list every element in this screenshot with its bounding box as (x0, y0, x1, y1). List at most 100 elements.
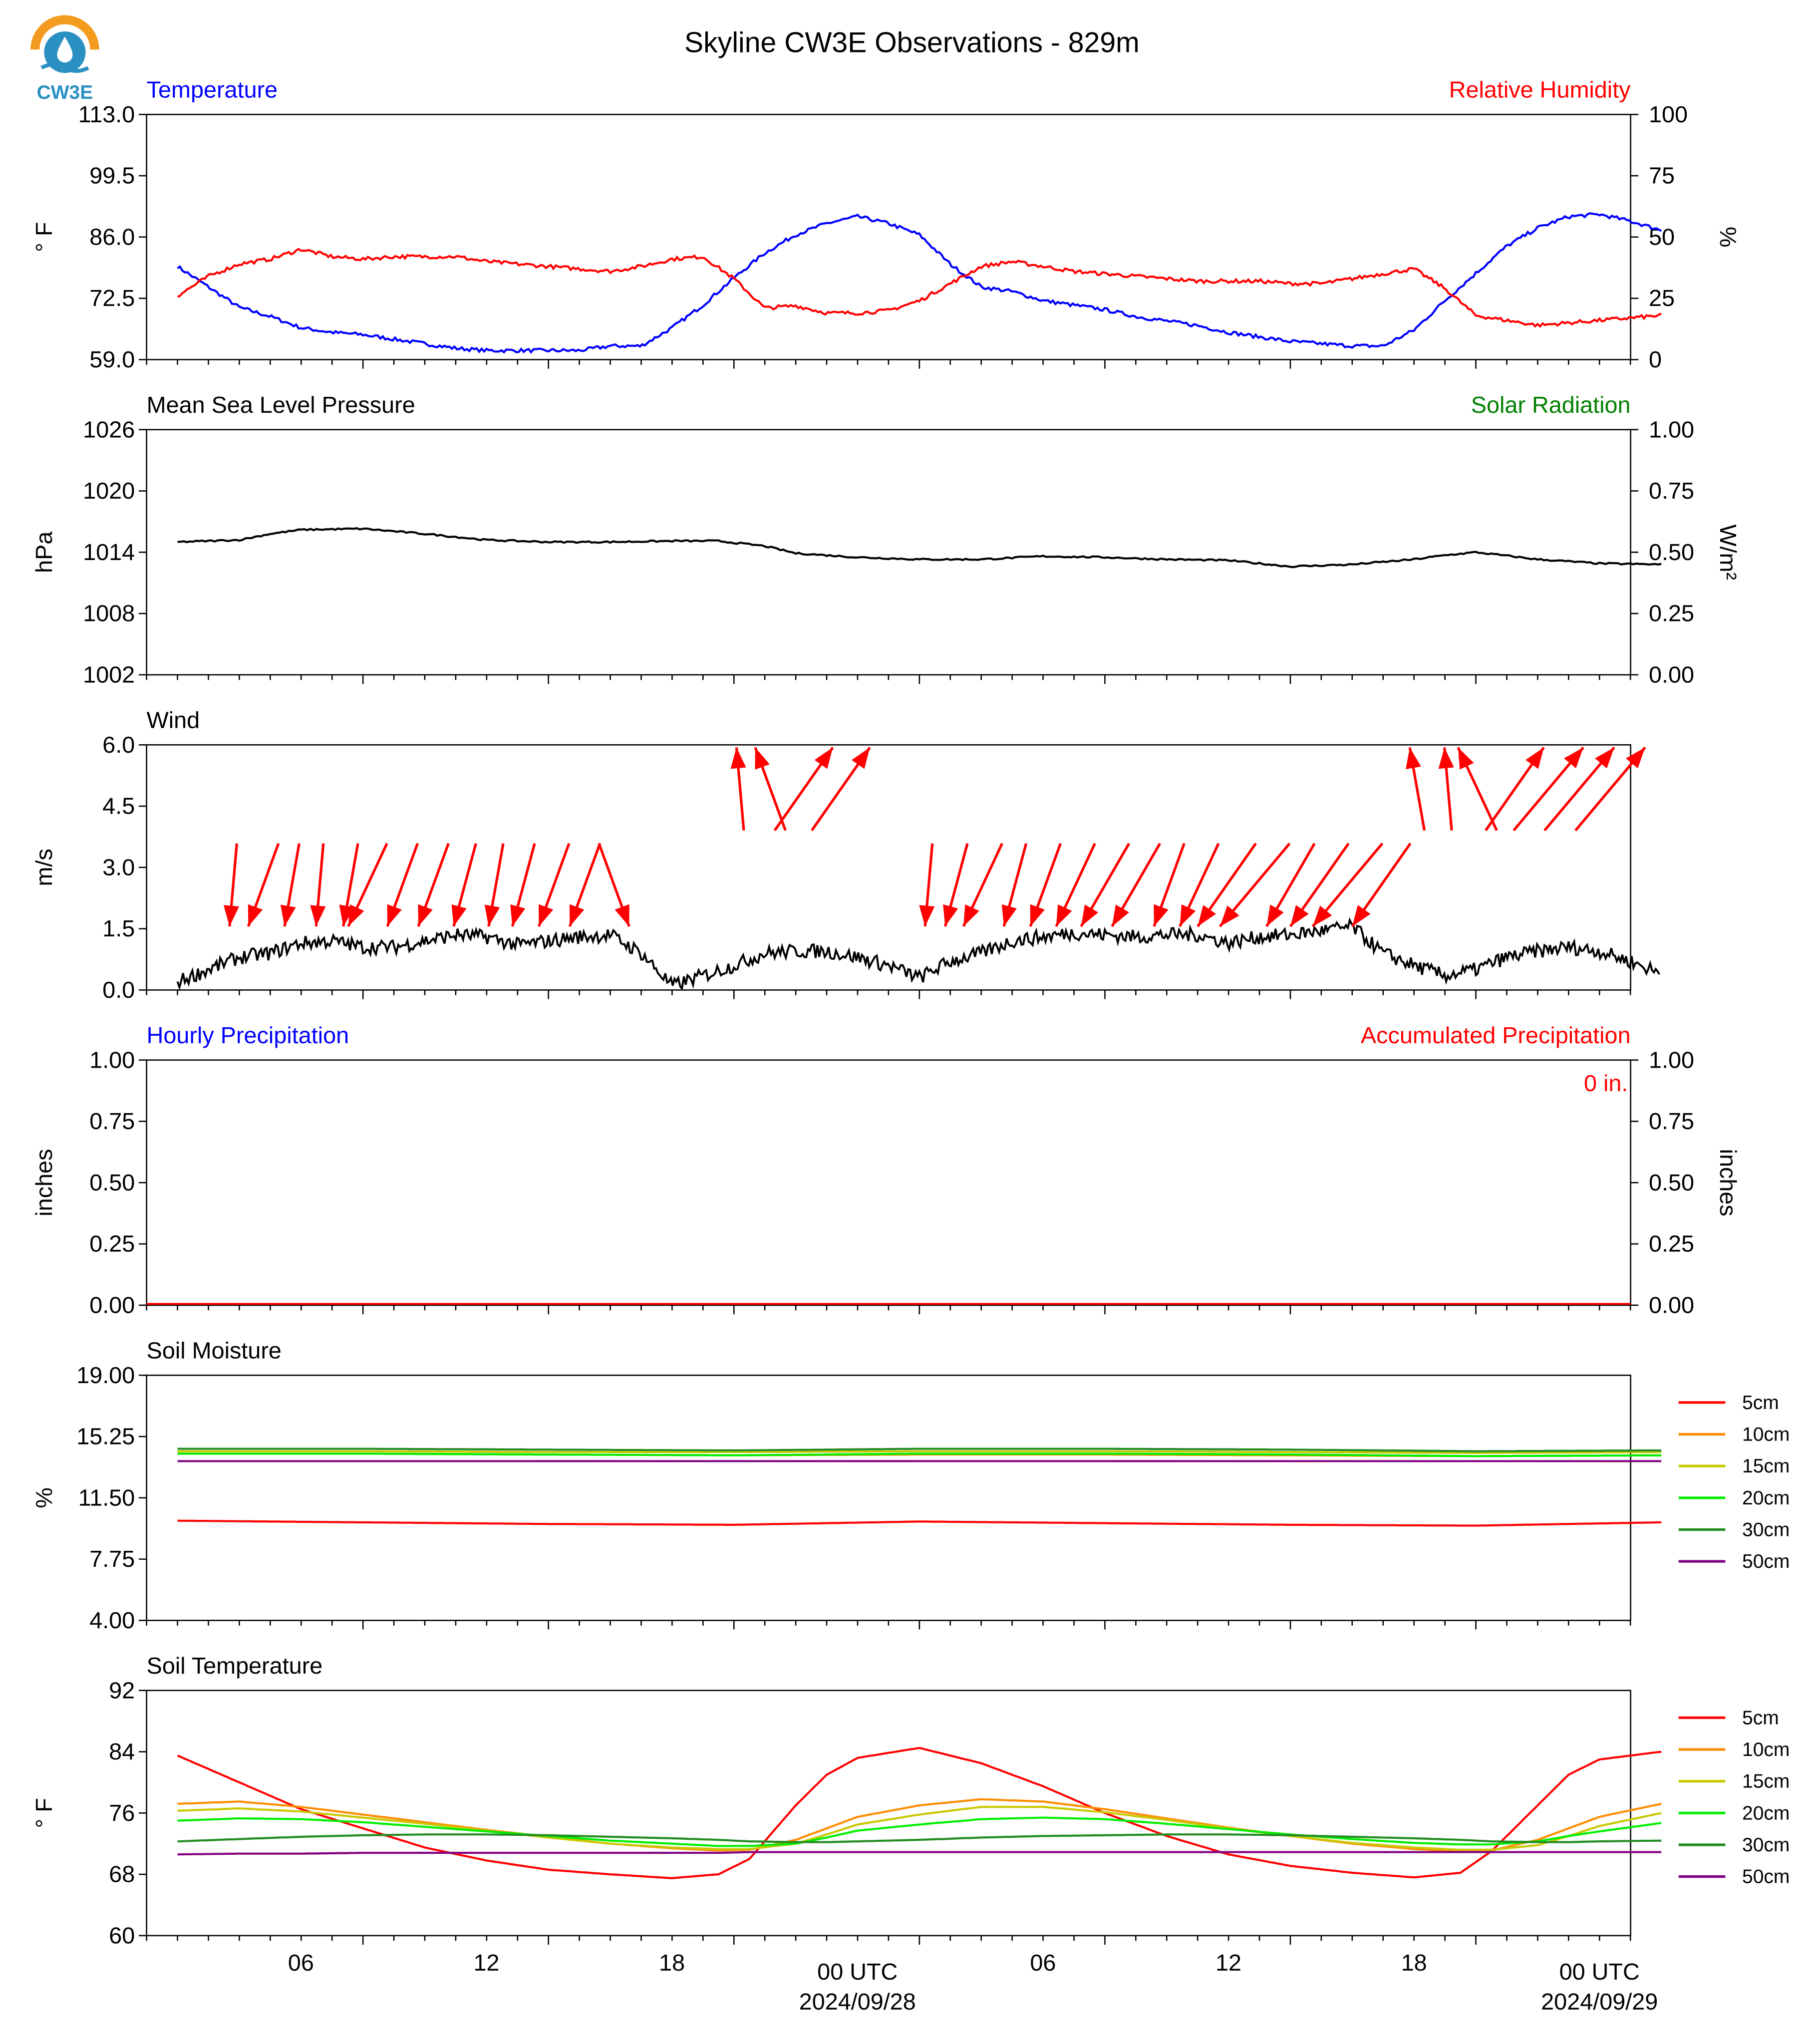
y-tick-label: 19.00 (76, 1362, 135, 1388)
y-right-tick-label: 100 (1649, 101, 1688, 127)
wind-arrow-head (1198, 905, 1216, 927)
temperature-line (177, 212, 1662, 354)
legend-label-15cm: 15cm (1742, 1455, 1790, 1477)
wind-arrow-head (614, 904, 629, 927)
y-tick-label: 0.50 (89, 1169, 135, 1195)
y-axis-label: hPa (31, 531, 57, 573)
soil-line-15cm (177, 1450, 1662, 1454)
legend-label-10cm: 10cm (1742, 1739, 1790, 1760)
x-tick-label: 18 (1401, 1950, 1427, 1976)
wind-arrow-head (852, 747, 870, 769)
y-right-tick-label: 50 (1649, 224, 1675, 250)
legend-label-15cm: 15cm (1742, 1771, 1790, 1792)
pressure-line (177, 527, 1662, 569)
wind-arrow-head (1438, 747, 1454, 769)
y-tick-label: 1.5 (102, 915, 135, 941)
y-tick-label: 1002 (83, 662, 135, 688)
y-tick-label: 4.00 (89, 1607, 135, 1633)
wind-arrow-head (1626, 747, 1645, 769)
wind-arrow-head (1564, 747, 1583, 769)
y-tick-label: 72.5 (89, 285, 135, 311)
wind-arrow-head (1219, 905, 1239, 927)
y-tick-label: 86.0 (89, 224, 135, 250)
y-right-tick-label: 0.50 (1649, 1169, 1694, 1195)
y-tick-label: 1020 (83, 478, 135, 504)
x-tick-label: 06 (288, 1950, 314, 1976)
y-tick-label: 113.0 (78, 101, 135, 127)
logo-sun-ring (30, 15, 99, 50)
wind-arrow-head (1154, 904, 1169, 927)
y-right-tick-label: 1.00 (1649, 1047, 1694, 1073)
soil-line-30cm (177, 1833, 1662, 1843)
y-right-tick-label: 0.50 (1649, 539, 1694, 565)
wind-arrow-head (223, 905, 240, 927)
y-tick-label: 1014 (83, 539, 135, 565)
panel-frame-pressure (146, 429, 1631, 676)
panel-title-right: Solar Radiation (1471, 392, 1631, 418)
y-tick-label: 0.75 (89, 1108, 135, 1134)
soil-line-10cm (177, 1798, 1662, 1853)
x-tick-label: 18 (659, 1950, 685, 1976)
y-right-tick-label: 0.75 (1649, 1108, 1694, 1134)
y-right-tick-label: 0.00 (1649, 662, 1694, 688)
legend-label-5cm: 5cm (1742, 1707, 1779, 1729)
panel-title: Soil Moisture (147, 1337, 282, 1363)
figure-title: Skyline CW3E Observations - 829m (684, 27, 1140, 59)
wind-arrow-head (943, 904, 958, 927)
wind-arrow-head (1290, 905, 1309, 927)
panel-frame-soil_moisture (146, 1374, 1631, 1621)
x-tick-label: 06 (1030, 1950, 1056, 1976)
x-date-label: 2024/09/29 (1541, 1989, 1658, 2015)
x-tick-label: 12 (474, 1950, 500, 1976)
wind-arrow-head (280, 904, 296, 927)
panel-frame-precip (146, 1059, 1631, 1306)
x-tick-label: 12 (1215, 1950, 1241, 1976)
y-tick-label: 6.0 (102, 732, 135, 758)
y-tick-label: 1.00 (89, 1047, 135, 1073)
wind-arrow-head (569, 904, 585, 927)
logo-drop-icon (57, 36, 73, 63)
y-tick-label: 11.50 (78, 1484, 135, 1510)
soil-line-15cm (177, 1806, 1662, 1851)
wind-arrow-head (418, 904, 433, 927)
legend-label-30cm: 30cm (1742, 1834, 1790, 1856)
y-axis-label-right: W/m² (1715, 525, 1741, 580)
y-axis-label: ° F (31, 222, 57, 252)
wind-arrow-head (1180, 904, 1196, 927)
y-right-tick-label: 0 (1649, 346, 1662, 372)
y-tick-label: 68 (109, 1861, 135, 1887)
panel-title: Wind (147, 707, 200, 733)
y-right-tick-label: 0.25 (1649, 600, 1694, 626)
legend-label-5cm: 5cm (1742, 1392, 1779, 1414)
wind-arrow-head (1312, 905, 1332, 927)
y-tick-label: 99.5 (89, 163, 135, 189)
y-axis-label-right: inches (1715, 1149, 1741, 1216)
wind-arrow-head (1406, 747, 1421, 770)
soil-line-50cm (177, 1851, 1662, 1856)
y-tick-label: 7.75 (89, 1546, 135, 1572)
y-tick-label: 15.25 (76, 1424, 135, 1449)
wind-arrow-head (1030, 904, 1045, 927)
y-right-tick-label: 75 (1649, 163, 1675, 189)
soil-line-20cm (177, 1816, 1662, 1847)
y-tick-label: 3.0 (102, 854, 135, 880)
panel-title-right: Accumulated Precipitation (1361, 1022, 1631, 1048)
wind-arrow-head (1112, 904, 1130, 927)
soil-line-20cm (177, 1452, 1662, 1457)
y-tick-label: 0.00 (89, 1292, 135, 1318)
y-axis-label-right: % (1715, 227, 1741, 248)
wind-arrow-head (310, 905, 326, 927)
soil-line-5cm (177, 1519, 1662, 1527)
y-tick-label: 0.0 (102, 977, 135, 1003)
panel-title: Temperature (147, 77, 278, 103)
legend-label-10cm: 10cm (1742, 1424, 1790, 1445)
wind-arrow-head (1595, 747, 1614, 769)
y-right-tick-label: 25 (1649, 285, 1675, 311)
wind-arrow-head (1266, 904, 1284, 927)
y-axis-label: inches (31, 1149, 57, 1216)
y-right-tick-label: 0.25 (1649, 1231, 1694, 1257)
panel-title: Mean Sea Level Pressure (147, 392, 415, 418)
panel-title: Hourly Precipitation (147, 1022, 349, 1048)
wind-arrow-head (963, 904, 979, 927)
